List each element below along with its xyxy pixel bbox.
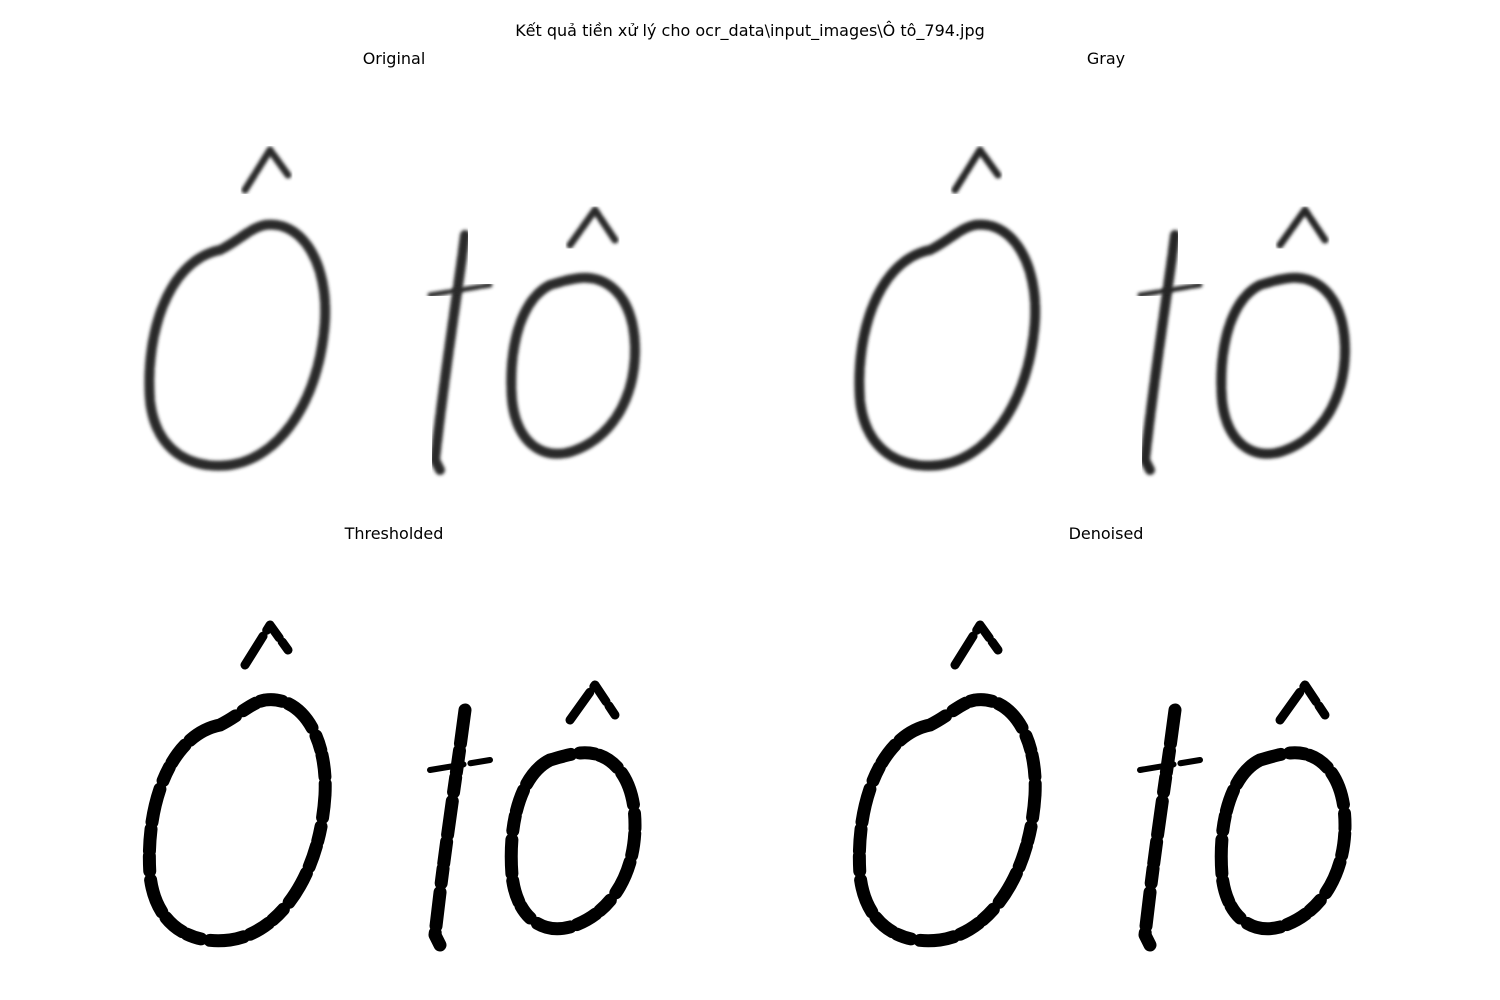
letter-O-stroke bbox=[852, 693, 1042, 948]
letter-t-stem bbox=[430, 230, 470, 475]
letter-t-crossbar bbox=[427, 282, 493, 298]
gray-image-panel bbox=[810, 80, 1400, 510]
letter-o-stroke bbox=[1214, 746, 1352, 936]
letter-o-stroke bbox=[1216, 272, 1350, 459]
handwriting-image-denoised bbox=[852, 620, 1352, 952]
letter-t-crossbar bbox=[1137, 282, 1203, 298]
thresholded-panel-title: Thresholded bbox=[344, 524, 444, 543]
original-panel-title: Original bbox=[362, 49, 426, 68]
figure-suptitle: Kết quả tiền xử lý cho ocr_data\input_im… bbox=[515, 21, 985, 40]
letter-O-stroke bbox=[854, 219, 1041, 471]
letter-O-stroke bbox=[144, 219, 331, 471]
O-circumflex-mark bbox=[950, 620, 1003, 670]
letter-O-stroke bbox=[142, 693, 332, 948]
denoised-image-panel bbox=[810, 555, 1400, 985]
letter-t-stem bbox=[428, 703, 472, 952]
denoised-panel-title: Denoised bbox=[1068, 524, 1144, 543]
handwriting-image-gray bbox=[854, 146, 1350, 475]
thresholded-image-panel bbox=[100, 555, 690, 985]
letter-t-stem bbox=[1140, 230, 1180, 475]
o-circumflex-mark bbox=[1276, 206, 1329, 249]
letter-t-stem bbox=[1138, 703, 1182, 952]
handwriting-image-thresholded bbox=[142, 620, 642, 952]
letter-o-stroke bbox=[504, 746, 642, 936]
letter-t-crossbar bbox=[1137, 757, 1203, 773]
gray-panel-title: Gray bbox=[1086, 49, 1126, 68]
O-circumflex-mark bbox=[240, 620, 293, 670]
O-circumflex-mark bbox=[241, 146, 292, 194]
letter-o-stroke bbox=[506, 272, 640, 459]
original-image-panel bbox=[100, 80, 690, 510]
letter-t-crossbar bbox=[427, 757, 493, 773]
o-circumflex-mark bbox=[566, 206, 619, 249]
o-circumflex-mark bbox=[565, 680, 620, 725]
handwriting-image-original bbox=[144, 146, 640, 475]
o-circumflex-mark bbox=[1275, 680, 1330, 725]
O-circumflex-mark bbox=[951, 146, 1002, 194]
